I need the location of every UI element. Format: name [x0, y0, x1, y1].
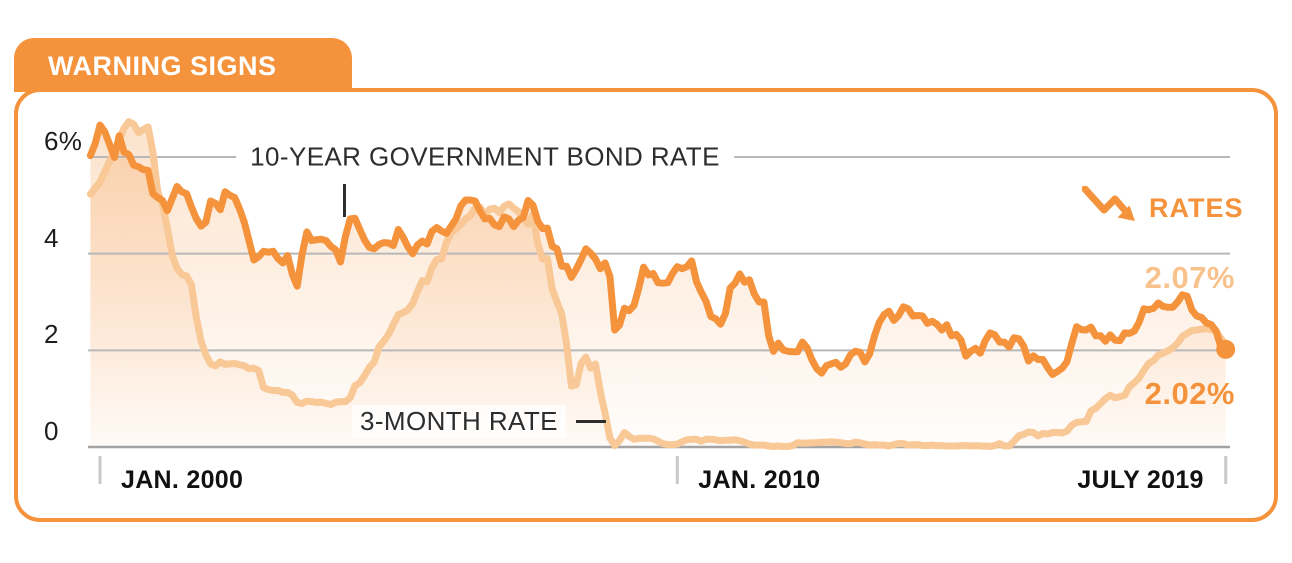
three-month-end-value: 2.07% [1144, 260, 1235, 295]
falling-rates-arrow-icon [1082, 186, 1135, 221]
y-axis-label-4: 4 [44, 222, 59, 253]
three-month-series-label: 3-MONTH RATE [352, 405, 606, 438]
x-axis-label-jan-2000: JAN. 2000 [121, 466, 244, 494]
three-month-pointer-line [575, 420, 606, 423]
x-axis-label-jan-2010: JAN. 2010 [698, 466, 821, 494]
page-title: WARNING SIGNS [48, 51, 277, 81]
ten-year-pointer-line [343, 184, 346, 217]
title-tab: WARNING SIGNS [14, 38, 352, 92]
ten-year-series-label: 10-YEAR GOVERNMENT BOND RATE [236, 139, 734, 175]
area-fills [90, 121, 1226, 449]
end-point-dot [1216, 339, 1236, 359]
y-axis-label-6: 6% [44, 126, 83, 156]
three-month-series-label-text: 3-MONTH RATE [352, 405, 566, 438]
three-month-line [86, 118, 1230, 450]
x-axis-label-july-2019: JULY 2019 [1077, 466, 1204, 494]
y-axis-label-0: 0 [44, 416, 59, 446]
legend: RATES [1082, 186, 1244, 230]
ten-year-end-value: 2.02% [1144, 376, 1235, 411]
x-axis-ticks [98, 456, 1228, 484]
y-axis-label-2: 2 [44, 319, 59, 350]
legend-label: RATES [1149, 192, 1244, 223]
ten-year-line [86, 121, 1230, 378]
